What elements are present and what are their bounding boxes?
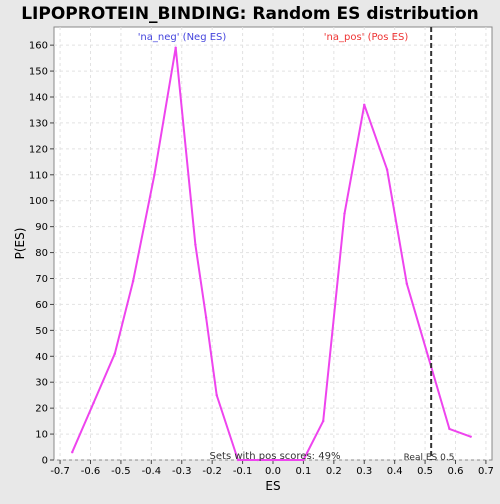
y-tick-label: 160 — [29, 41, 48, 52]
y-tick-label: 60 — [35, 300, 48, 311]
y-tick-label: 150 — [29, 67, 48, 78]
y-tick-label: 110 — [29, 170, 48, 181]
x-tick-label: -0.4 — [142, 466, 162, 477]
y-tick-label: 40 — [35, 352, 48, 363]
series-point — [71, 451, 74, 454]
grid — [54, 27, 492, 461]
y-tick-label: 30 — [35, 378, 48, 389]
x-tick-label: -0.7 — [50, 466, 70, 477]
x-tick-label: 0.4 — [387, 466, 403, 477]
series-point — [363, 103, 366, 106]
series-point — [271, 458, 275, 462]
series-point — [153, 173, 156, 176]
y-tick-label: 0 — [42, 456, 48, 467]
y-axis: 0 10 20 30 40 50 60 70 80 90 100 110 120 130 140 150 160 — [29, 41, 54, 467]
y-tick-label: 10 — [35, 430, 48, 441]
pos-es-label: 'na_pos' (Pos ES) — [324, 32, 409, 43]
y-tick-label: 90 — [35, 222, 48, 233]
series-point — [426, 355, 430, 358]
y-tick-label: 20 — [35, 404, 48, 415]
series-point — [215, 393, 218, 397]
x-tick-label: 0.6 — [448, 466, 464, 477]
x-tick-label: -0.1 — [233, 466, 253, 477]
x-tick-label: -0.2 — [202, 466, 222, 477]
series-point — [194, 243, 197, 246]
x-tick-label: 0.1 — [295, 466, 311, 477]
x-tick-label: 0.3 — [356, 466, 372, 477]
series-point — [174, 46, 177, 49]
y-tick-label: 100 — [29, 196, 48, 207]
y-tick-label: 70 — [35, 274, 48, 285]
series-point — [204, 316, 208, 319]
x-tick-label: 0.2 — [326, 466, 342, 477]
x-axis: -0.7 -0.6 -0.5 -0.4 -0.3 -0.2 -0.1 0.0 0.1 0.2 0.3… — [50, 460, 494, 477]
series-layer — [71, 46, 472, 462]
series-point — [321, 419, 325, 423]
x-tick-label: -0.6 — [81, 466, 101, 477]
real-es-label: Real ES 0.5 — [404, 453, 455, 463]
y-tick-label: 50 — [35, 326, 48, 337]
x-tick-label: -0.3 — [172, 466, 192, 477]
series-point — [113, 352, 117, 355]
x-tick-label: -0.5 — [111, 466, 131, 477]
y-axis-label: P(ES) — [13, 228, 27, 260]
series-point — [92, 401, 95, 405]
series-point — [236, 458, 240, 462]
x-tick-label: 0.7 — [478, 466, 494, 477]
series-point — [302, 458, 305, 462]
y-tick-label: 140 — [29, 93, 48, 104]
series-point — [385, 168, 389, 171]
x-tick-label: 0.5 — [417, 466, 433, 477]
series-point — [448, 427, 451, 431]
x-axis-label: ES — [265, 479, 280, 493]
series-point — [343, 212, 346, 215]
y-tick-label: 120 — [29, 144, 48, 155]
x-tick-label: 0.0 — [265, 466, 281, 477]
neg-es-label: 'na_neg' (Neg ES) — [138, 32, 227, 43]
series-point — [405, 282, 409, 285]
series-point — [256, 458, 259, 462]
y-tick-label: 80 — [35, 248, 48, 259]
y-tick-label: 130 — [29, 118, 48, 129]
series-point — [131, 279, 135, 283]
series-point — [469, 435, 472, 438]
sets-pos-scores-label: Sets with pos scores: 49% — [210, 451, 341, 462]
chart-title: LIPOPROTEIN_BINDING: Random ES distribut… — [21, 4, 479, 24]
